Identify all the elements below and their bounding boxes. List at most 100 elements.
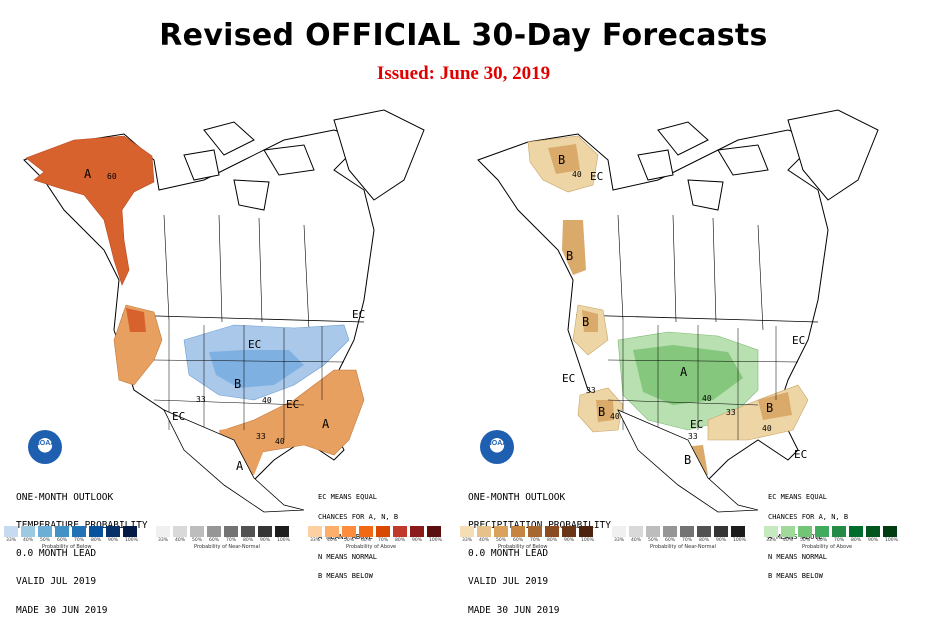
scale-swatch xyxy=(511,526,525,537)
scale-swatch xyxy=(849,526,863,537)
label-ec-alaska: EC xyxy=(590,170,604,183)
scale-tick-label: 70% xyxy=(834,538,845,543)
precip-legend-line: EC MEANS EQUAL xyxy=(768,493,828,502)
label-alaska-60: 60 xyxy=(107,172,117,181)
precip-panel-line: PRECIPITATION PROBABILITY xyxy=(468,521,611,531)
scale-swatch xyxy=(714,526,728,537)
scale-tick-label: 80% xyxy=(699,538,710,543)
scale-swatch xyxy=(883,526,897,537)
label-b-plains: B xyxy=(234,377,242,391)
label-b-40: 40 xyxy=(262,396,272,405)
scale-swatch xyxy=(612,526,626,537)
scale-tick-label: 80% xyxy=(243,538,254,543)
scale-swatch xyxy=(275,526,289,537)
scale-swatch xyxy=(781,526,795,537)
label-alaska-a: A xyxy=(84,167,92,181)
label-ec-ne: EC xyxy=(792,334,806,347)
scale-tick-label: 60% xyxy=(57,538,68,543)
us-canada-border xyxy=(575,314,819,323)
scale-caption: Probability of Near-Normal xyxy=(194,544,260,550)
southeast-below-core xyxy=(758,392,792,420)
scale-swatch xyxy=(258,526,272,537)
scale-swatch xyxy=(123,526,137,537)
scale-tick-label: 33% xyxy=(310,538,321,543)
scale-swatch xyxy=(38,526,52,537)
below-normal-core xyxy=(209,350,304,388)
scale-swatch xyxy=(72,526,86,537)
arctic-islands xyxy=(183,121,315,211)
label-ec-texas: EC xyxy=(690,418,704,431)
province-lines xyxy=(617,214,764,331)
scale-tick-label: 70% xyxy=(530,538,541,543)
label-ec-southwest: EC xyxy=(172,410,186,423)
label-ec-northeast: EC xyxy=(352,308,366,321)
scale-caption: Probability of Above xyxy=(802,544,853,550)
scale-tick-label: 90% xyxy=(260,538,271,543)
pnw-below-core xyxy=(582,310,598,332)
scale-swatch xyxy=(764,526,778,537)
scale-caption: Probability of Below xyxy=(498,544,548,550)
label-b-sw-40: 40 xyxy=(610,412,620,421)
label-ec-midwest: EC xyxy=(248,338,262,351)
scale-tick-label: 100% xyxy=(581,538,594,543)
temp-panel-line: ONE-MONTH OUTLOOK xyxy=(16,491,114,503)
scale-tick-label: 50% xyxy=(496,538,507,543)
scale-swatch xyxy=(579,526,593,537)
us-canada-border xyxy=(121,314,365,323)
temp-legend-line: N MEANS NORMAL xyxy=(318,552,378,561)
scale-tick-label: 50% xyxy=(192,538,203,543)
scale-swatch xyxy=(815,526,829,537)
scale-tick-label: 40% xyxy=(479,538,490,543)
label-ec-florida: EC xyxy=(794,448,808,461)
scale-tick-label: 100% xyxy=(733,538,746,543)
scale-swatch xyxy=(410,526,424,537)
scale-tick-label: 80% xyxy=(91,538,102,543)
precip-panel-line: MADE 30 JUN 2019 xyxy=(468,604,560,616)
scale-tick-label: 50% xyxy=(800,538,811,543)
temp-panel-line: 0.0 MONTH LEAD xyxy=(16,548,97,560)
precipitation-map xyxy=(458,100,908,525)
scale-swatch xyxy=(325,526,339,537)
scale-swatch xyxy=(359,526,373,537)
scale-tick-label: 33% xyxy=(462,538,473,543)
label-b-southwest: B xyxy=(598,405,606,419)
noaa-logo-text-right: NOAA xyxy=(486,440,508,447)
scale-swatch xyxy=(866,526,880,537)
temp-panel-line: VALID JUL 2019 xyxy=(16,576,97,588)
mexico xyxy=(617,409,759,513)
scale-swatch xyxy=(680,526,694,537)
scale-swatch xyxy=(494,526,508,537)
scale-swatch xyxy=(798,526,812,537)
scale-swatch xyxy=(207,526,221,537)
scale-swatch xyxy=(224,526,238,537)
scale-tick-label: 100% xyxy=(125,538,138,543)
scale-tick-label: 40% xyxy=(23,538,34,543)
province-lines xyxy=(163,214,310,331)
label-ec-west: EC xyxy=(562,372,576,385)
scale-swatch xyxy=(562,526,576,537)
scale-tick-label: 33% xyxy=(6,538,17,543)
label-b-bc: B xyxy=(566,249,574,263)
scale-swatch xyxy=(106,526,120,537)
precip-legend-line: N MEANS NORMAL xyxy=(768,552,828,561)
scale-tick-label: 100% xyxy=(277,538,290,543)
scale-tick-label: 40% xyxy=(175,538,186,543)
label-b-se-33: 33 xyxy=(726,408,736,417)
scale-tick-label: 60% xyxy=(209,538,220,543)
precip-panel-line: ONE-MONTH OUTLOOK xyxy=(468,491,566,503)
west-coast-above-region xyxy=(113,304,163,386)
state-lines xyxy=(607,320,799,440)
temp-legend-line: CHANCES FOR A, N, B xyxy=(318,512,399,521)
mexico xyxy=(163,409,305,513)
scale-swatch xyxy=(342,526,356,537)
scale-swatch xyxy=(731,526,745,537)
noaa-logo-icon-right: NOAA xyxy=(480,430,514,464)
scale-caption: Probability of Near-Normal xyxy=(650,544,716,550)
west-coast-above-dark xyxy=(126,308,146,332)
temperature-map-svg xyxy=(23,109,425,513)
scale-swatch xyxy=(173,526,187,537)
scale-swatch xyxy=(89,526,103,537)
label-a-east: A xyxy=(322,417,330,431)
scale-tick-label: 40% xyxy=(783,538,794,543)
label-b-se-40: 40 xyxy=(762,424,772,433)
